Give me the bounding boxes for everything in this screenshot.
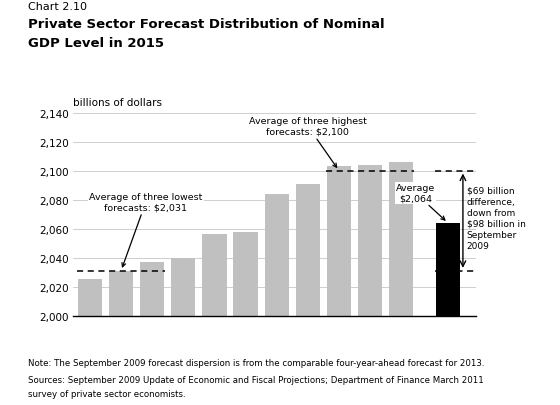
Bar [171, 258, 195, 316]
Text: $69 billion
difference,
down from
$98 billion in
September
2009: $69 billion difference, down from $98 bi… [466, 186, 525, 250]
Text: GDP Level in 2015: GDP Level in 2015 [28, 37, 164, 50]
Text: Average of three highest
forecasts: $2,100: Average of three highest forecasts: $2,1… [249, 117, 367, 168]
Bar [109, 271, 133, 316]
Text: billions of dollars: billions of dollars [73, 97, 162, 107]
Text: survey of private sector economists.: survey of private sector economists. [28, 389, 185, 398]
Text: Chart 2.10: Chart 2.10 [28, 2, 87, 12]
Bar [78, 280, 102, 316]
Bar [140, 262, 164, 316]
Text: Private Sector Forecast Distribution of Nominal: Private Sector Forecast Distribution of … [28, 18, 385, 31]
Bar [358, 166, 382, 316]
Text: Average of three lowest
forecasts: $2,031: Average of three lowest forecasts: $2,03… [89, 192, 203, 267]
Bar [327, 167, 351, 316]
Text: Sources: September 2009 Update of Economic and Fiscal Projections; Department of: Sources: September 2009 Update of Econom… [28, 375, 484, 384]
Bar [296, 184, 320, 316]
Bar [234, 232, 258, 316]
Bar [264, 194, 289, 316]
Text: Average
$2,064: Average $2,064 [396, 184, 445, 220]
Bar [389, 162, 413, 316]
Bar [202, 235, 227, 316]
Text: Note: The September 2009 forecast dispersion is from the comparable four-year-ah: Note: The September 2009 forecast disper… [28, 358, 484, 367]
Bar [436, 223, 460, 316]
